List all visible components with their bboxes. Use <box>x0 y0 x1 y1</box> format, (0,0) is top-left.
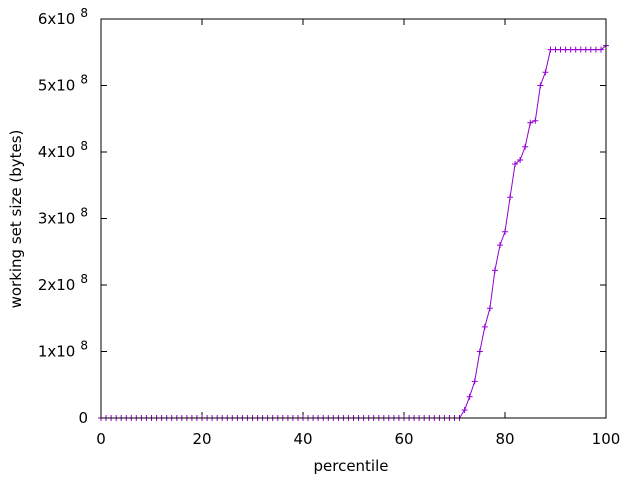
data-point <box>471 378 478 385</box>
data-point <box>491 267 498 274</box>
x-tick-labels: 0 20 40 60 80 100 <box>96 430 620 448</box>
data-point <box>517 157 524 163</box>
x-tick-label: 60 <box>394 430 413 448</box>
data-point <box>486 305 493 312</box>
x-tick-label: 80 <box>495 430 514 448</box>
y-tick-label: 3x10 8 <box>38 206 88 228</box>
x-tick-label: 40 <box>293 430 312 448</box>
data-point <box>476 348 483 355</box>
data-point <box>497 242 503 249</box>
data-point <box>562 46 569 53</box>
y-tick-label: 0 <box>78 409 88 427</box>
data-point <box>527 119 534 126</box>
x-tick-label: 100 <box>592 430 621 448</box>
y-axis-label: working set size (bytes) <box>7 130 25 309</box>
series-markers <box>98 42 609 421</box>
y-tick-label: 1x10 8 <box>38 339 88 361</box>
y-tick-labels: 0 1x10 8 2x10 8 3x10 8 4x10 8 5x10 8 6x10 8 <box>38 6 88 427</box>
data-point <box>512 161 519 167</box>
data-point <box>542 69 549 76</box>
x-tick-label: 20 <box>192 430 211 448</box>
data-point <box>532 117 539 124</box>
data-point <box>587 46 594 53</box>
data-point <box>461 407 468 413</box>
tick-marks <box>100 18 607 419</box>
data-point <box>592 46 599 53</box>
y-tick-label: 2x10 8 <box>38 272 88 294</box>
data-point <box>466 393 473 400</box>
y-tick-label: 6x10 8 <box>38 6 88 28</box>
data-point <box>537 82 544 89</box>
data-point <box>572 46 579 53</box>
plot-frame <box>100 18 607 419</box>
x-axis-label: percentile <box>313 457 388 475</box>
data-point <box>502 228 508 235</box>
data-point <box>522 143 529 150</box>
y-tick-label: 4x10 8 <box>38 139 88 161</box>
y-tick-label: 5x10 8 <box>38 73 88 95</box>
data-point <box>481 323 488 330</box>
x-tick-label: 0 <box>96 430 106 448</box>
data-point <box>507 194 513 201</box>
data-point <box>557 46 564 53</box>
data-point <box>598 46 604 53</box>
series-line <box>101 45 607 419</box>
